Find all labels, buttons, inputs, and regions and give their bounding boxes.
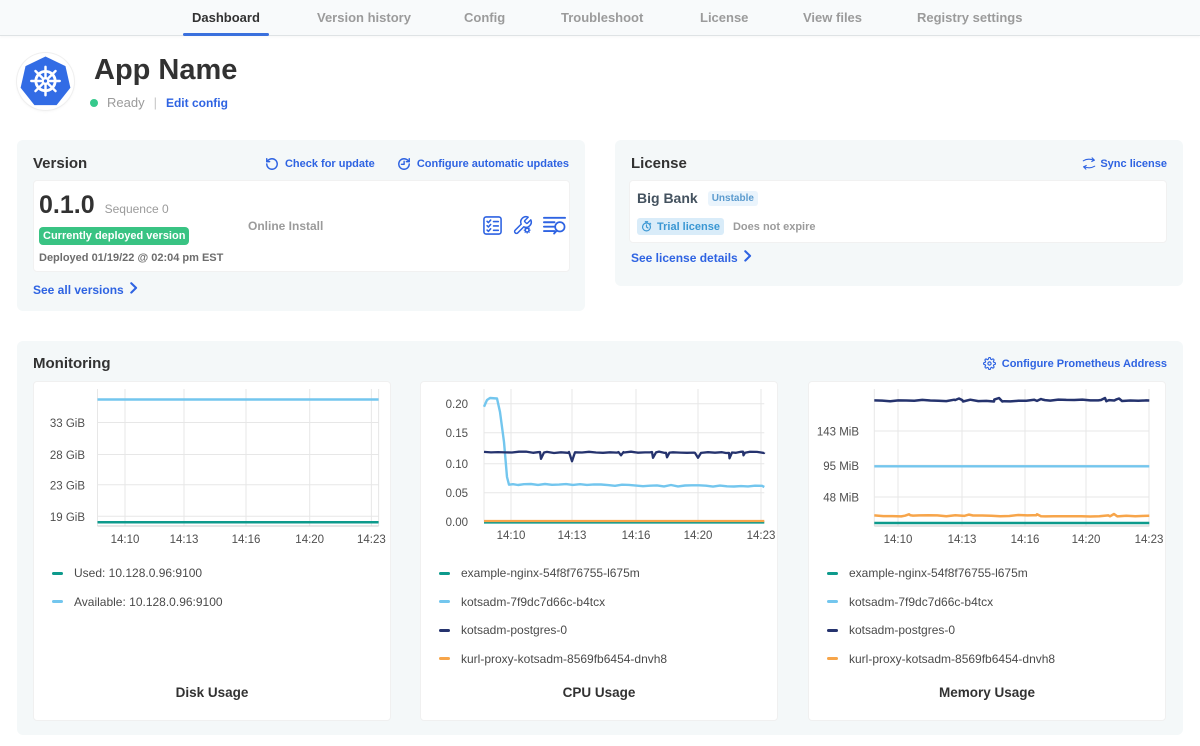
- svg-text:14:10: 14:10: [111, 534, 140, 546]
- svg-text:14:13: 14:13: [558, 530, 587, 542]
- svg-text:48 MiB: 48 MiB: [823, 493, 859, 505]
- svg-text:14:16: 14:16: [622, 530, 651, 542]
- svg-text:0.20: 0.20: [446, 399, 468, 411]
- svg-text:14:23: 14:23: [747, 530, 776, 542]
- svg-text:14:13: 14:13: [948, 534, 977, 546]
- svg-text:14:23: 14:23: [357, 534, 386, 546]
- svg-text:14:10: 14:10: [497, 530, 526, 542]
- svg-text:14:20: 14:20: [1072, 534, 1101, 546]
- svg-text:0.10: 0.10: [446, 459, 468, 471]
- svg-text:14:20: 14:20: [684, 530, 713, 542]
- svg-text:23 GiB: 23 GiB: [50, 480, 85, 492]
- svg-text:0.00: 0.00: [446, 517, 468, 529]
- svg-text:14:16: 14:16: [1011, 534, 1040, 546]
- svg-text:28 GiB: 28 GiB: [50, 450, 85, 462]
- svg-text:19 GiB: 19 GiB: [50, 512, 85, 524]
- svg-text:0.05: 0.05: [446, 488, 468, 500]
- svg-text:14:10: 14:10: [884, 534, 913, 546]
- svg-text:0.15: 0.15: [446, 428, 468, 440]
- svg-text:14:13: 14:13: [170, 534, 199, 546]
- svg-text:95 MiB: 95 MiB: [823, 461, 859, 473]
- svg-text:14:23: 14:23: [1135, 534, 1164, 546]
- svg-text:143 MiB: 143 MiB: [817, 427, 860, 439]
- svg-text:14:16: 14:16: [232, 534, 261, 546]
- svg-text:33 GiB: 33 GiB: [50, 418, 85, 430]
- svg-text:14:20: 14:20: [295, 534, 324, 546]
